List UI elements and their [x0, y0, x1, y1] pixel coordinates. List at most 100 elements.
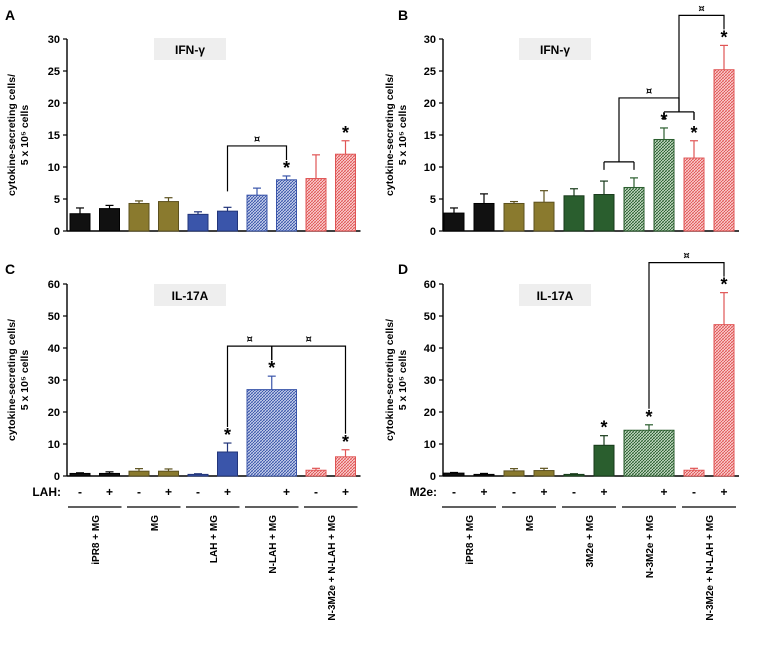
y-tick-label: 50 — [48, 311, 60, 323]
y-axis-label-line1: cytokine-secreting cells/ — [384, 319, 396, 441]
group-label: iPR8 + MG — [465, 515, 476, 565]
bracket-symbol: ¤ — [646, 86, 653, 97]
bar — [246, 194, 268, 232]
y-axis-label-line2: 5 x 10⁵ cells — [397, 105, 409, 166]
treatment-sign: + — [283, 485, 290, 499]
bar — [623, 186, 645, 232]
bar — [503, 202, 525, 232]
significance-asterisk: * — [645, 407, 652, 427]
group-label: iPR8 + MG — [91, 515, 102, 565]
comparison-bracket — [271, 345, 347, 434]
treatment-sign: - — [196, 485, 200, 499]
y-tick-label: 10 — [424, 439, 436, 451]
bar — [217, 451, 238, 477]
treatment-sign: + — [480, 485, 487, 499]
bar — [593, 194, 615, 232]
group-label: N-3M2e + N-LAH + MG — [327, 515, 338, 621]
treatment-sign: - — [452, 485, 456, 499]
bar — [158, 201, 179, 232]
y-tick-label: 60 — [48, 279, 60, 291]
y-tick-label: 0 — [430, 471, 436, 483]
chart-title-box — [154, 38, 226, 60]
treatment-sign: + — [165, 485, 172, 499]
bar — [335, 456, 356, 477]
y-tick-label: 0 — [54, 226, 60, 238]
significance-asterisk: * — [268, 358, 275, 378]
y-tick-label: 30 — [48, 375, 60, 387]
y-axis-label-line1: cytokine-secreting cells/ — [6, 74, 18, 196]
bar — [533, 201, 555, 232]
bar — [99, 208, 120, 232]
significance-asterisk: * — [720, 275, 727, 295]
bar — [128, 470, 150, 477]
y-tick-label: 15 — [48, 130, 60, 142]
bar — [246, 389, 297, 477]
panel-label: B — [398, 7, 408, 23]
bar — [305, 178, 327, 232]
group-label: LAH + MG — [209, 515, 220, 563]
bar — [443, 472, 465, 477]
bar — [473, 473, 495, 477]
y-tick-label: 40 — [48, 343, 60, 355]
comparison-bracket — [226, 145, 288, 192]
panel-b: B IFN-γ cytokine-secreting cells/5 x 10⁵ c… — [384, 3, 739, 238]
treatment-label: LAH: — [32, 485, 61, 499]
y-tick-label: 30 — [424, 375, 436, 387]
group-label: 3M2e + MG — [585, 515, 596, 568]
y-axis-label-line2: 5 x 10⁵ cells — [19, 350, 31, 411]
bar — [563, 473, 585, 477]
y-tick-label: 30 — [424, 34, 436, 46]
bar — [69, 213, 91, 232]
bracket-symbol: ¤ — [246, 334, 253, 345]
bracket-symbol: ¤ — [698, 3, 705, 14]
bracket-symbol: ¤ — [683, 251, 690, 262]
panel-a: A IFN-γ cytokine-secreting cells/5 x 10⁵ c… — [5, 7, 361, 238]
group-label: N-LAH + MG — [268, 515, 279, 574]
y-tick-label: 15 — [424, 130, 436, 142]
y-tick-label: 10 — [48, 439, 60, 451]
group-label: MG — [525, 515, 536, 531]
chart-title: IL-17A — [537, 289, 574, 303]
bar — [276, 179, 297, 232]
y-tick-label: 5 — [54, 194, 60, 206]
significance-asterisk: * — [283, 158, 290, 178]
chart-title: IFN-γ — [540, 43, 570, 57]
significance-asterisk: * — [342, 432, 349, 452]
bar — [683, 469, 705, 477]
y-tick-label: 0 — [430, 226, 436, 238]
y-tick-label: 20 — [424, 98, 436, 110]
treatment-sign: - — [572, 485, 576, 499]
y-tick-label: 0 — [54, 471, 60, 483]
significance-asterisk: * — [600, 418, 607, 438]
panel-label: C — [5, 261, 15, 277]
panel-d: D IL-17A cytokine-secreting cells/5 x 10⁵ … — [384, 251, 739, 621]
bar — [305, 469, 327, 477]
y-axis-label-line1: cytokine-secreting cells/ — [384, 74, 396, 196]
y-tick-label: 30 — [48, 34, 60, 46]
significance-asterisk: * — [720, 27, 727, 47]
bracket-symbol: ¤ — [305, 334, 312, 345]
bar — [623, 429, 675, 477]
panel-label: D — [398, 261, 408, 277]
comparison-bracket — [678, 14, 725, 112]
chart-title-box — [154, 284, 226, 306]
treatment-sign: - — [512, 485, 516, 499]
bar — [335, 153, 356, 232]
y-tick-label: 20 — [424, 407, 436, 419]
significance-asterisk: * — [224, 425, 231, 445]
y-axis-label-line1: cytokine-secreting cells/ — [6, 319, 18, 441]
group-label: MG — [150, 515, 161, 531]
significance-asterisk: * — [342, 123, 349, 143]
y-tick-label: 10 — [48, 162, 60, 174]
group-label: N-3M2e + MG — [645, 515, 656, 578]
chart-title-box — [519, 284, 591, 306]
chart-title: IL-17A — [172, 289, 209, 303]
treatment-sign: + — [660, 485, 667, 499]
bar — [683, 157, 705, 232]
bracket-symbol: ¤ — [254, 134, 261, 145]
bar — [713, 69, 735, 232]
y-tick-label: 25 — [48, 66, 60, 78]
bar — [713, 324, 735, 477]
bar — [593, 444, 615, 477]
comparison-bracket — [648, 262, 725, 409]
